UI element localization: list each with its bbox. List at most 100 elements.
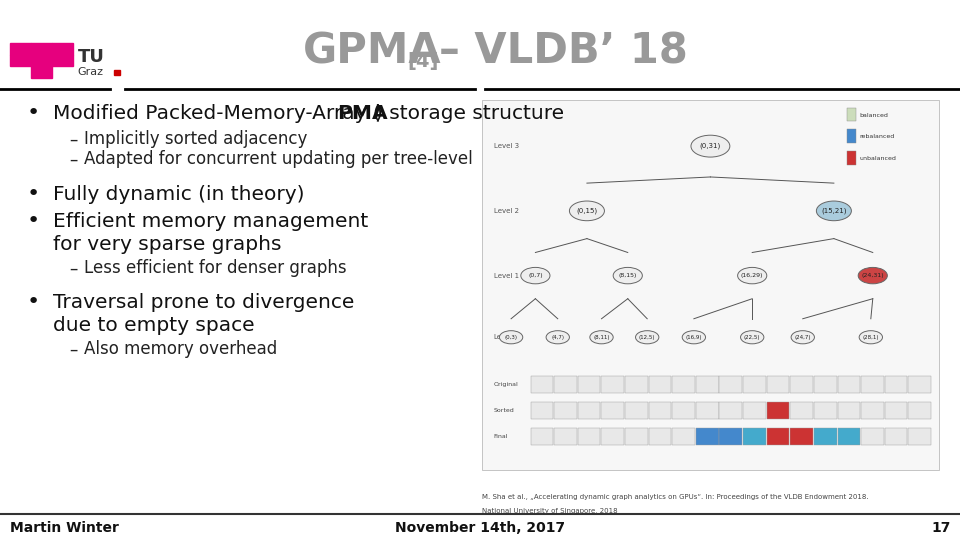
- Bar: [767, 376, 789, 393]
- Text: TU: TU: [78, 48, 105, 66]
- Text: [4]: [4]: [407, 51, 439, 71]
- Bar: [767, 428, 789, 445]
- Text: (0,3): (0,3): [505, 335, 517, 340]
- Text: •: •: [27, 292, 40, 313]
- Circle shape: [740, 330, 764, 344]
- Text: ) storage structure: ) storage structure: [375, 104, 564, 123]
- Bar: [861, 376, 884, 393]
- Bar: [601, 376, 624, 393]
- Bar: [696, 376, 718, 393]
- Text: (0,7): (0,7): [528, 273, 542, 278]
- Bar: [696, 428, 718, 445]
- Bar: [554, 402, 577, 419]
- Text: Also memory overhead: Also memory overhead: [84, 340, 277, 359]
- Circle shape: [521, 267, 550, 284]
- Text: for very sparse graphs: for very sparse graphs: [53, 234, 281, 254]
- Text: Level 2: Level 2: [493, 208, 518, 214]
- Bar: [743, 376, 766, 393]
- Bar: [885, 376, 907, 393]
- Text: PMA: PMA: [337, 104, 388, 123]
- Text: Traversal prone to divergence: Traversal prone to divergence: [53, 293, 354, 312]
- Bar: [908, 402, 931, 419]
- Bar: [790, 428, 813, 445]
- Text: Adapted for concurrent updating per tree-level: Adapted for concurrent updating per tree…: [84, 150, 473, 168]
- Text: (24,31): (24,31): [861, 273, 884, 278]
- Bar: [531, 428, 553, 445]
- Circle shape: [816, 201, 852, 221]
- Bar: [790, 402, 813, 419]
- Text: Sorted: Sorted: [493, 408, 515, 413]
- Text: rebalanced: rebalanced: [859, 134, 895, 139]
- Circle shape: [858, 267, 887, 284]
- Bar: [649, 402, 671, 419]
- Text: (8,11): (8,11): [593, 335, 610, 340]
- Bar: [743, 402, 766, 419]
- Bar: [696, 402, 718, 419]
- Text: (16,29): (16,29): [741, 273, 763, 278]
- Text: (12,5): (12,5): [639, 335, 656, 340]
- Circle shape: [546, 330, 569, 344]
- Text: (16,9): (16,9): [685, 335, 702, 340]
- Bar: [482, 100, 939, 470]
- Circle shape: [683, 330, 706, 344]
- Text: (0,31): (0,31): [700, 143, 721, 150]
- Text: Martin Winter: Martin Winter: [10, 521, 118, 535]
- Bar: [625, 428, 648, 445]
- Text: – VLDB’ 18: – VLDB’ 18: [439, 30, 687, 72]
- Bar: [837, 376, 860, 393]
- Bar: [814, 376, 836, 393]
- Text: Graz: Graz: [78, 68, 104, 77]
- Bar: [672, 428, 695, 445]
- Bar: [814, 402, 836, 419]
- Bar: [672, 402, 695, 419]
- Text: –: –: [69, 259, 78, 278]
- Bar: [861, 402, 884, 419]
- Circle shape: [589, 330, 613, 344]
- Text: Final: Final: [493, 434, 508, 439]
- Bar: [672, 376, 695, 393]
- Bar: [649, 376, 671, 393]
- Bar: [649, 428, 671, 445]
- Bar: [52, 55, 73, 66]
- Text: (4,7): (4,7): [551, 335, 564, 340]
- Bar: [719, 376, 742, 393]
- Bar: [10, 55, 31, 66]
- Text: M. Sha et al., „Accelerating dynamic graph analytics on GPUs“. In: Proceedings o: M. Sha et al., „Accelerating dynamic gra…: [482, 495, 869, 501]
- Text: Efficient memory management: Efficient memory management: [53, 212, 368, 231]
- Bar: [531, 376, 553, 393]
- Bar: [719, 428, 742, 445]
- Text: 17: 17: [931, 521, 950, 535]
- Text: –: –: [69, 150, 78, 168]
- Text: (24,7): (24,7): [795, 335, 811, 340]
- Bar: [767, 402, 789, 419]
- Text: National University of Singapore, 2018: National University of Singapore, 2018: [482, 508, 617, 514]
- Text: •: •: [27, 184, 40, 205]
- Bar: [52, 43, 73, 55]
- Bar: [601, 428, 624, 445]
- Bar: [625, 376, 648, 393]
- Bar: [114, 70, 120, 75]
- Bar: [847, 151, 856, 165]
- Circle shape: [791, 330, 814, 344]
- Text: (15,21): (15,21): [821, 207, 847, 214]
- Bar: [578, 402, 600, 419]
- Circle shape: [569, 201, 605, 221]
- Bar: [743, 428, 766, 445]
- Text: unbalanced: unbalanced: [859, 156, 896, 161]
- Bar: [885, 402, 907, 419]
- Bar: [908, 428, 931, 445]
- Text: Fully dynamic (in theory): Fully dynamic (in theory): [53, 185, 304, 204]
- Bar: [31, 43, 52, 78]
- Text: (0,15): (0,15): [576, 207, 597, 214]
- Text: •: •: [27, 103, 40, 124]
- Bar: [625, 402, 648, 419]
- Bar: [554, 376, 577, 393]
- Text: Modified Packed-Memory-Array (: Modified Packed-Memory-Array (: [53, 104, 380, 123]
- Text: Less efficient for denser graphs: Less efficient for denser graphs: [84, 259, 348, 278]
- Text: Level 3: Level 3: [493, 143, 518, 149]
- Bar: [578, 376, 600, 393]
- Text: Implicitly sorted adjacency: Implicitly sorted adjacency: [84, 130, 308, 148]
- Text: Leaf: Leaf: [493, 334, 509, 340]
- Bar: [837, 402, 860, 419]
- Text: (8,15): (8,15): [618, 273, 636, 278]
